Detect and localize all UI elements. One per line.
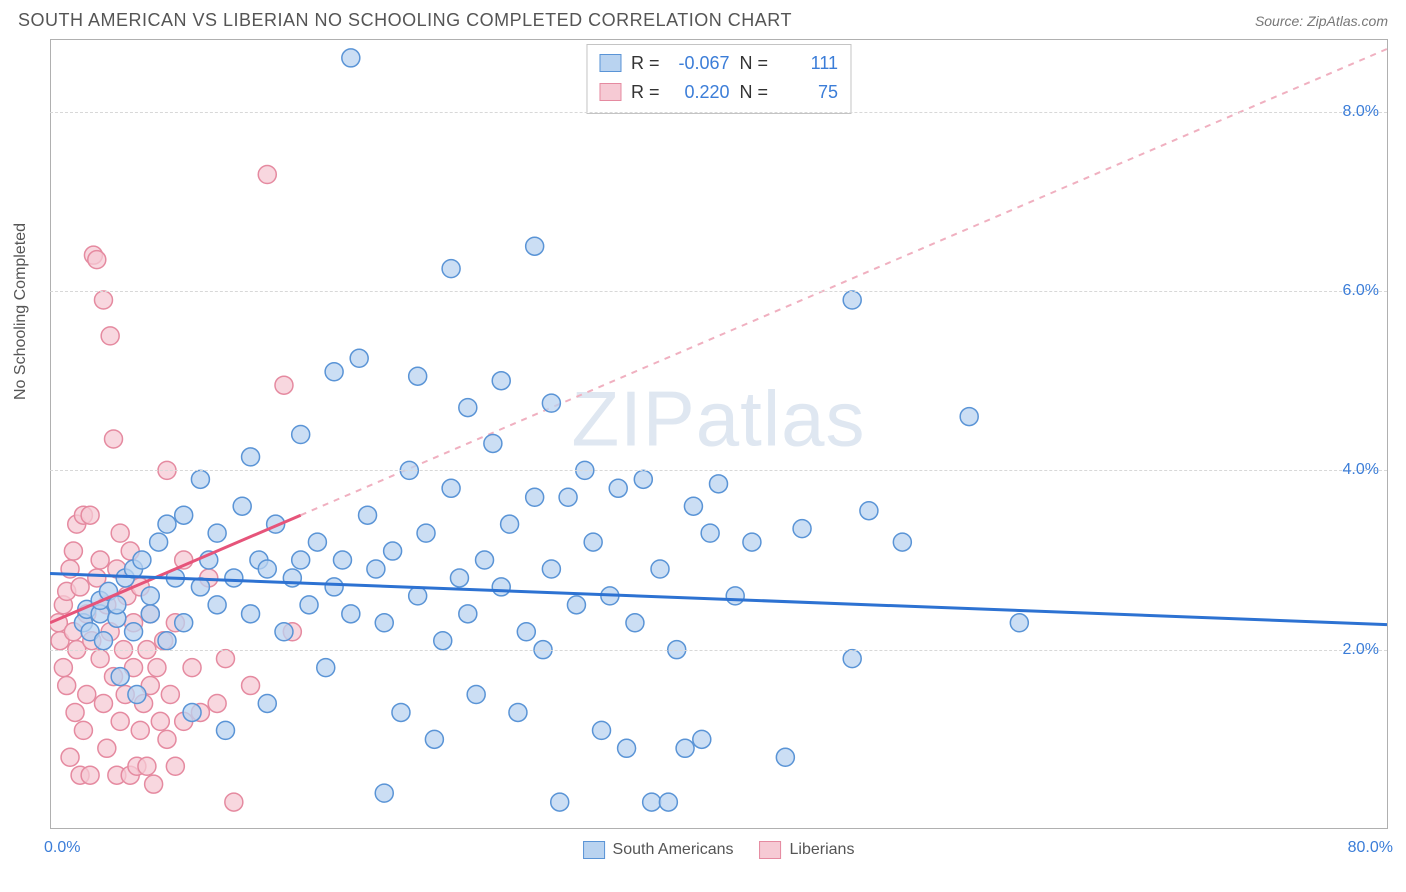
gridline [50,650,1387,651]
n-label: N = [740,78,769,107]
stats-row-south-americans: R = -0.067 N = 111 [599,49,838,78]
legend-item-south-americans: South Americans [583,841,734,859]
n-value-south-americans: 111 [778,49,838,78]
legend-label-south-americans: South Americans [613,841,734,859]
chart-area: ZIPatlas R = -0.067 N = 111 R = 0.220 N … [50,39,1388,829]
x-tick-label: 80.0% [1348,839,1393,857]
gridline [50,291,1387,292]
r-label: R = [631,49,660,78]
chart-title: SOUTH AMERICAN VS LIBERIAN NO SCHOOLING … [18,10,792,31]
series-legend: South Americans Liberians [583,841,855,859]
r-value-liberians: 0.220 [670,78,730,107]
scatter-plot [50,40,1387,829]
n-label: N = [740,49,769,78]
x-tick-label: 0.0% [44,839,80,857]
swatch-liberians [599,83,621,101]
source-attribution: Source: ZipAtlas.com [1255,13,1388,29]
y-tick-label: 2.0% [1343,641,1379,659]
n-value-liberians: 75 [778,78,838,107]
legend-item-liberians: Liberians [760,841,855,859]
swatch-south-americans [583,841,605,859]
r-value-south-americans: -0.067 [670,49,730,78]
stats-legend: R = -0.067 N = 111 R = 0.220 N = 75 [586,44,851,114]
gridline [50,112,1387,113]
legend-label-liberians: Liberians [790,841,855,859]
y-tick-label: 4.0% [1343,461,1379,479]
y-tick-label: 8.0% [1343,103,1379,121]
r-label: R = [631,78,660,107]
stats-row-liberians: R = 0.220 N = 75 [599,78,838,107]
gridline [50,470,1387,471]
y-axis-label: No Schooling Completed [12,223,30,400]
y-tick-label: 6.0% [1343,282,1379,300]
swatch-liberians [760,841,782,859]
swatch-south-americans [599,54,621,72]
